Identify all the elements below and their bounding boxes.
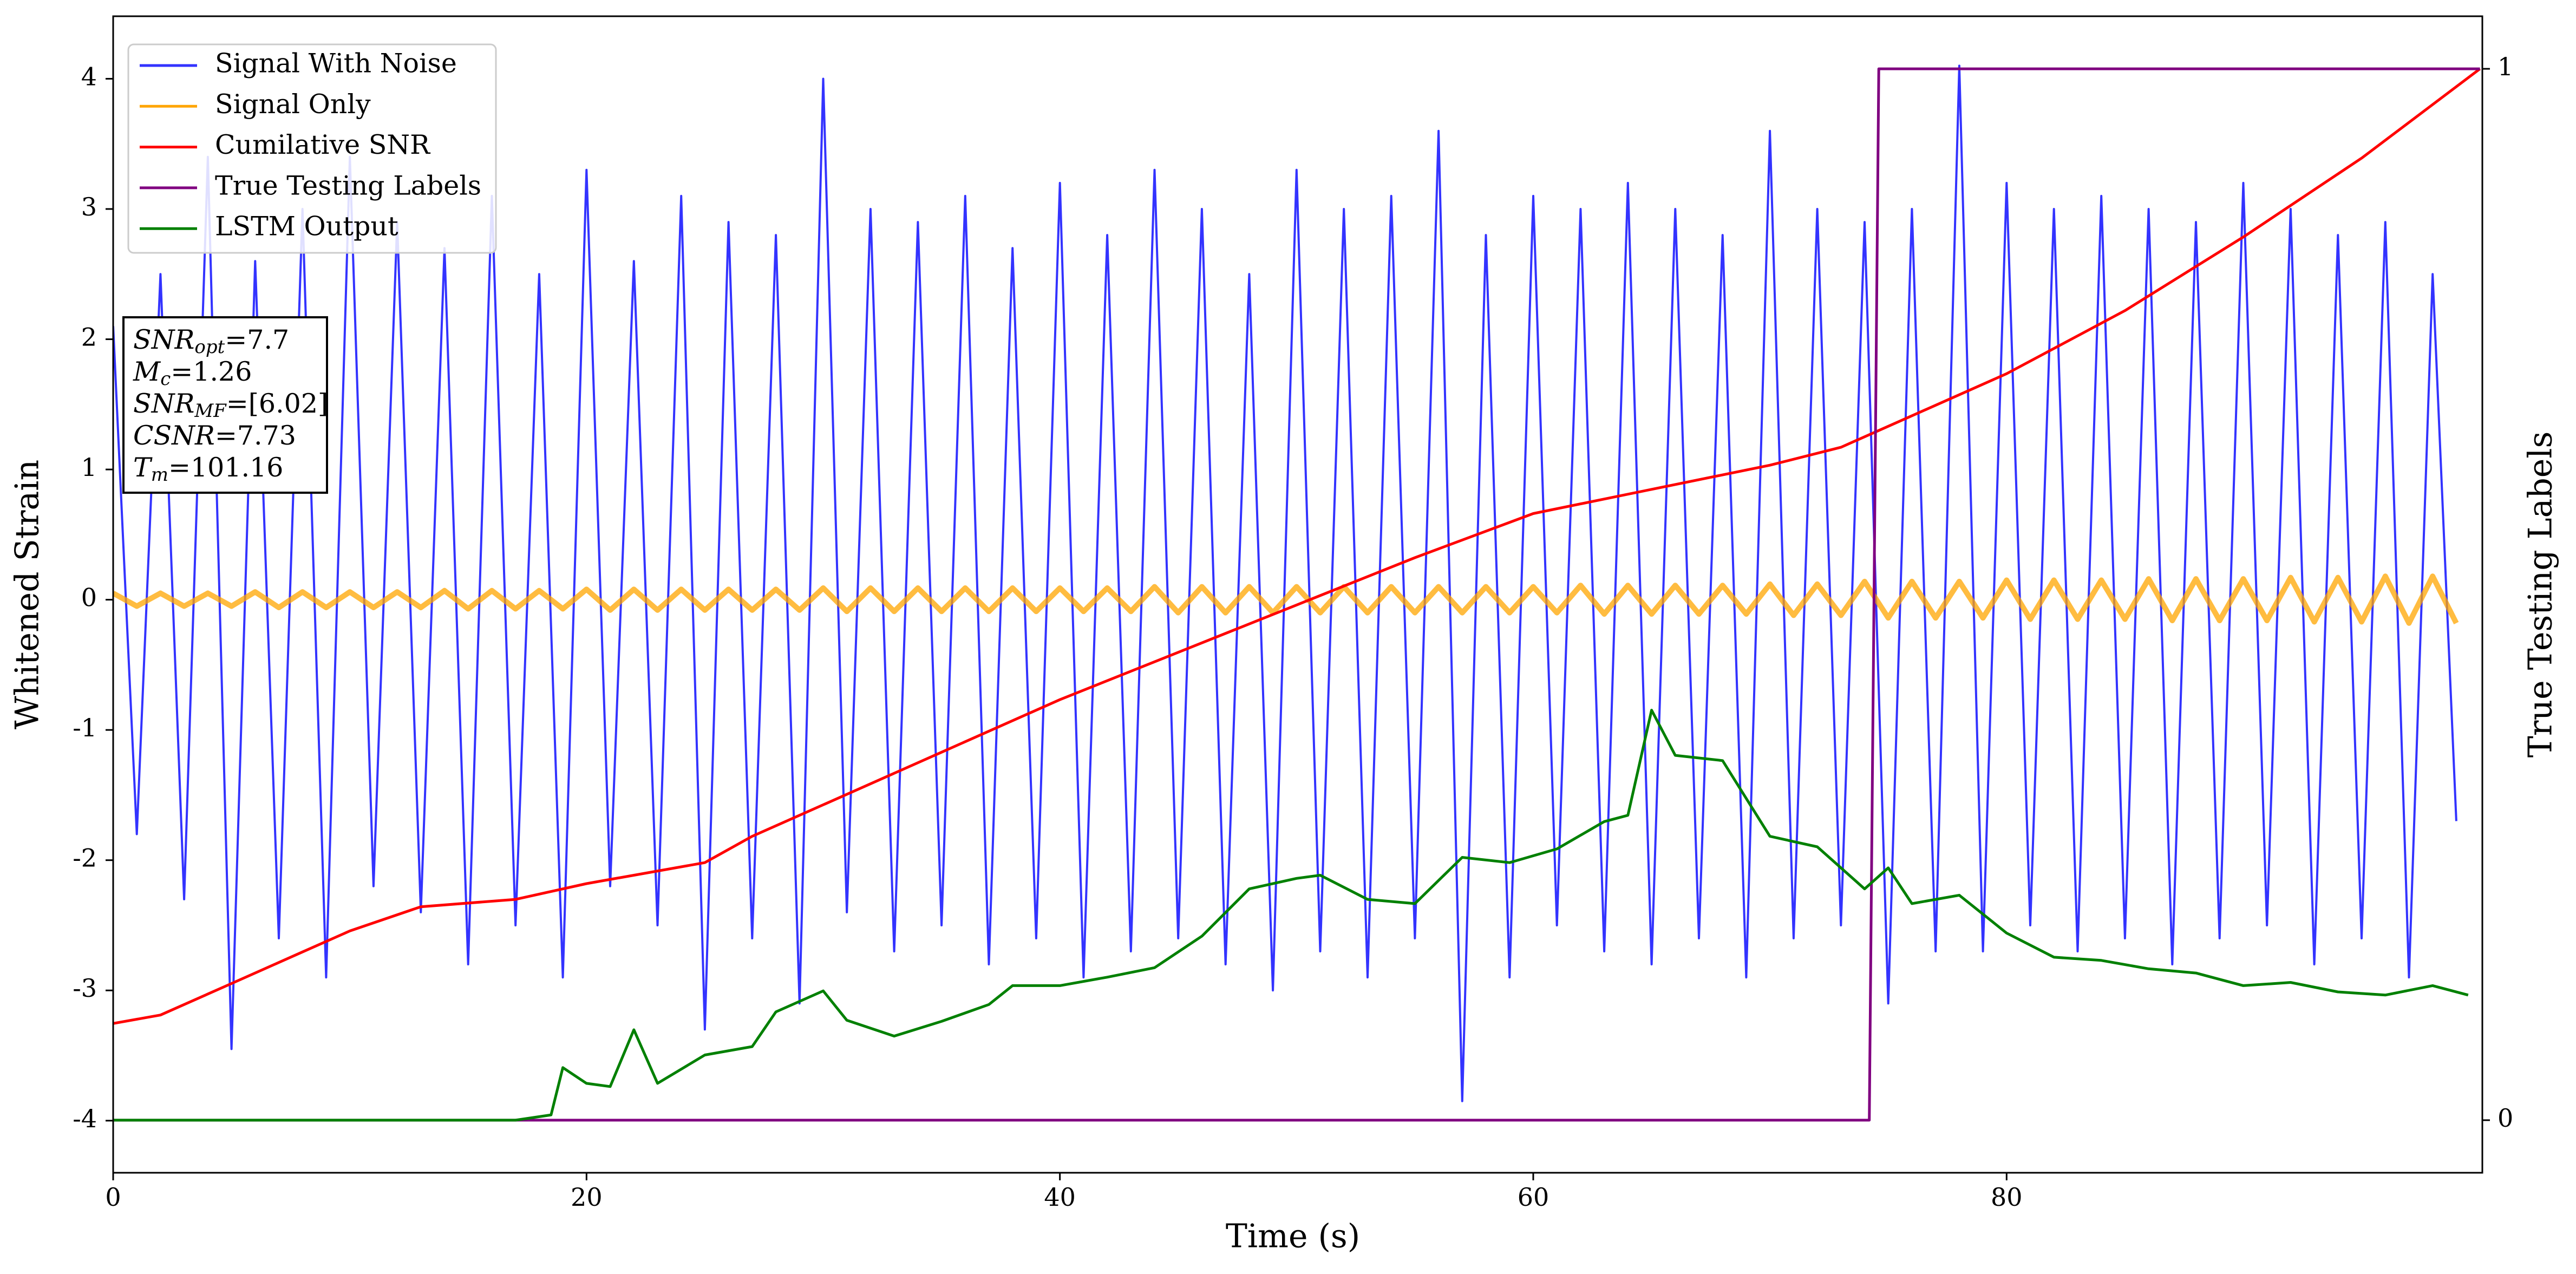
y2-axis-label: True Testing Labels [2522, 432, 2560, 758]
legend-label: Cumilative SNR [215, 129, 431, 160]
annotation-part: SNR [133, 324, 194, 355]
x-tick-label: 60 [1518, 1182, 1549, 1212]
annotation-part: =[6.02] [226, 388, 328, 419]
x-tick-label: 0 [105, 1182, 121, 1212]
legend-frame [127, 43, 497, 254]
annotation-line: SNRopt=7.7 [133, 324, 289, 358]
x-tick-label: 40 [1044, 1182, 1076, 1212]
annotation-part: =101.16 [168, 452, 284, 483]
annotation-line: Mc=1.26 [133, 356, 252, 390]
series-line [113, 573, 2459, 626]
y2-tick-label: 0 [2497, 1103, 2513, 1133]
annotation-part: opt [194, 336, 225, 358]
plot-frame [112, 15, 2483, 1174]
annotation-part: =7.73 [215, 420, 296, 451]
annotation-part: T [133, 452, 153, 483]
y-tick-label: 2 [81, 323, 97, 352]
y-tick-label: 0 [81, 583, 97, 612]
series-line [113, 68, 2481, 1025]
annotation-frame [122, 316, 328, 494]
annotation-line: CSNR=7.73 [133, 420, 296, 451]
annotation-line: Tm=101.16 [133, 452, 283, 486]
series-line [113, 709, 2469, 1122]
legend-label: Signal Only [215, 89, 371, 120]
x-tick-label: 80 [1991, 1182, 2023, 1212]
legend-label: Signal With Noise [215, 48, 457, 79]
annotation-part: MF [194, 400, 227, 422]
legend-label: True Testing Labels [215, 170, 481, 201]
plot-area [113, 64, 2481, 1122]
annotation-box: SNRopt=7.7Mc=1.26SNRMF=[6.02]CSNR=7.73Tm… [122, 316, 328, 494]
y-tick-label: 4 [81, 62, 97, 91]
annotation-part: CSNR [133, 420, 215, 451]
annotation-part: =1.26 [171, 356, 252, 387]
series-line [113, 67, 2480, 1122]
y-axis-label: Whitened Strain [9, 460, 47, 729]
annotation-part: m [151, 464, 168, 486]
series-line [113, 64, 2457, 1102]
legend: Signal With Noise Signal Only Cumilative S… [127, 43, 497, 254]
y2-tick-label: 1 [2497, 52, 2513, 81]
legend-label: LSTM Output [215, 211, 398, 242]
y-tick-label: 3 [81, 192, 97, 221]
y-tick-label: -4 [73, 1104, 97, 1133]
annotation-part: c [160, 368, 171, 390]
y-tick-label: -3 [73, 974, 97, 1003]
x-axis-label: Time (s) [1226, 1218, 1360, 1256]
annotation-line: SNRMF=[6.02] [133, 388, 328, 422]
x-tick-label: 20 [571, 1182, 603, 1212]
annotation-part: SNR [133, 388, 194, 419]
annotation-part: M [133, 356, 161, 387]
y-tick-label: -2 [73, 844, 97, 873]
y-tick-label: 1 [81, 453, 97, 482]
annotation-part: =7.7 [225, 324, 289, 355]
y-tick-label: -1 [73, 713, 97, 742]
